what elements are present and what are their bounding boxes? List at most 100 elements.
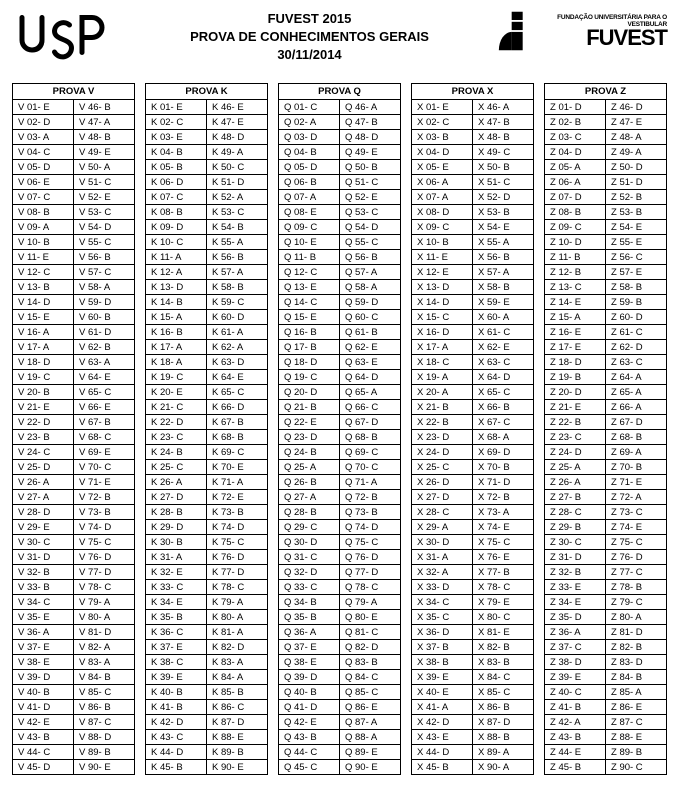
table-row: Z 28- CZ 73- C <box>545 505 667 520</box>
answer-cell: X 41- A <box>412 700 473 715</box>
table-row: K 43- CK 88- E <box>146 730 268 745</box>
answer-cell: X 44- D <box>412 745 473 760</box>
table-row: Z 08- BZ 53- B <box>545 205 667 220</box>
answer-cell: X 16- D <box>412 325 473 340</box>
answer-cell: V 70- C <box>74 460 135 475</box>
answer-cell: K 33- C <box>146 580 207 595</box>
answer-cell: Q 49- E <box>340 145 401 160</box>
answer-cell: Z 65- A <box>606 385 667 400</box>
table-row: K 38- CK 83- A <box>146 655 268 670</box>
table-row: Z 44- EZ 89- B <box>545 745 667 760</box>
table-row: X 19- AX 64- D <box>412 370 534 385</box>
table-row: Q 08- EQ 53- C <box>279 205 401 220</box>
answer-cell: Q 62- E <box>340 340 401 355</box>
answer-cell: Z 62- D <box>606 340 667 355</box>
table-row: X 31- AX 76- E <box>412 550 534 565</box>
answer-cell: Q 01- C <box>279 100 340 115</box>
answer-cell: X 75- C <box>473 535 534 550</box>
answer-cell: X 71- D <box>473 475 534 490</box>
answer-cell: X 76- E <box>473 550 534 565</box>
answer-cell: K 04- B <box>146 145 207 160</box>
table-row: Q 33- CQ 78- C <box>279 580 401 595</box>
answer-cell: Z 87- C <box>606 715 667 730</box>
table-row: K 42- DK 87- D <box>146 715 268 730</box>
answer-cell: X 32- A <box>412 565 473 580</box>
answer-cell: X 74- E <box>473 520 534 535</box>
answer-cell: X 55- A <box>473 235 534 250</box>
answer-cell: X 11- E <box>412 250 473 265</box>
answer-cell: X 53- B <box>473 205 534 220</box>
table-row: Q 39- DQ 84- C <box>279 670 401 685</box>
answer-cell: Z 72- A <box>606 490 667 505</box>
answer-cell: K 50- C <box>207 160 268 175</box>
answer-cell: V 29- E <box>13 520 74 535</box>
answer-cell: K 65- C <box>207 385 268 400</box>
answer-cell: V 40- B <box>13 685 74 700</box>
answer-cell: V 69- E <box>74 445 135 460</box>
answer-cell: X 28- C <box>412 505 473 520</box>
table-row: Z 41- BZ 86- E <box>545 700 667 715</box>
table-row: Q 18- DQ 63- E <box>279 355 401 370</box>
answer-cell: V 05- D <box>13 160 74 175</box>
answer-cell: Q 31- C <box>279 550 340 565</box>
answer-cell: Z 34- E <box>545 595 606 610</box>
prova-table-k: PROVA KK 01- EK 46- EK 02- CK 47- EK 03-… <box>145 83 268 775</box>
answer-cell: X 63- C <box>473 355 534 370</box>
answer-cell: Q 40- B <box>279 685 340 700</box>
prova-title: PROVA K <box>146 84 268 100</box>
answer-cell: V 18- D <box>13 355 74 370</box>
answer-cell: Z 82- B <box>606 640 667 655</box>
table-row: V 44- CV 89- B <box>13 745 135 760</box>
table-row: X 02- CX 47- B <box>412 115 534 130</box>
answer-cell: K 57- A <box>207 265 268 280</box>
table-row: K 02- CK 47- E <box>146 115 268 130</box>
answer-cell: Z 83- D <box>606 655 667 670</box>
table-row: X 24- DX 69- D <box>412 445 534 460</box>
answer-cell: X 31- A <box>412 550 473 565</box>
answer-cell: Z 11- B <box>545 250 606 265</box>
answer-cell: K 62- A <box>207 340 268 355</box>
answer-cell: Z 71- E <box>606 475 667 490</box>
answer-cell: V 53- C <box>74 205 135 220</box>
answer-cell: Q 25- A <box>279 460 340 475</box>
answer-cell: Z 38- D <box>545 655 606 670</box>
answer-cell: K 90- E <box>207 760 268 775</box>
table-row: Z 34- EZ 79- C <box>545 595 667 610</box>
table-row: K 21- CK 66- D <box>146 400 268 415</box>
answer-cell: X 04- D <box>412 145 473 160</box>
answer-cell: Z 02- B <box>545 115 606 130</box>
answer-cell: Z 15- A <box>545 310 606 325</box>
answer-cell: V 22- D <box>13 415 74 430</box>
table-row: K 35- BK 80- A <box>146 610 268 625</box>
table-row: X 12- EX 57- A <box>412 265 534 280</box>
table-row: Z 05- AZ 50- D <box>545 160 667 175</box>
answer-cell: K 14- B <box>146 295 207 310</box>
answer-cell: Z 03- C <box>545 130 606 145</box>
answer-cell: K 76- D <box>207 550 268 565</box>
table-row: V 20- BV 65- C <box>13 385 135 400</box>
table-row: V 45- DV 90- E <box>13 760 135 775</box>
answer-cell: V 59- D <box>74 295 135 310</box>
table-row: Q 42- EQ 87- A <box>279 715 401 730</box>
table-row: Q 10- EQ 55- C <box>279 235 401 250</box>
answer-cell: X 51- C <box>473 175 534 190</box>
answer-cell: X 43- E <box>412 730 473 745</box>
table-row: V 19- CV 64- E <box>13 370 135 385</box>
table-row: X 10- BX 55- A <box>412 235 534 250</box>
answer-cell: X 60- A <box>473 310 534 325</box>
answer-cell: K 29- D <box>146 520 207 535</box>
table-row: V 25- DV 70- C <box>13 460 135 475</box>
answer-cell: X 29- A <box>412 520 473 535</box>
table-row: Q 43- BQ 88- A <box>279 730 401 745</box>
answer-cell: Z 26- A <box>545 475 606 490</box>
answer-cell: K 01- E <box>146 100 207 115</box>
answer-cell: V 50- A <box>74 160 135 175</box>
answer-cell: K 13- D <box>146 280 207 295</box>
answer-cell: V 30- C <box>13 535 74 550</box>
table-row: K 05- BK 50- C <box>146 160 268 175</box>
table-row: V 29- EV 74- D <box>13 520 135 535</box>
answer-cell: V 36- A <box>13 625 74 640</box>
answer-cell: V 58- A <box>74 280 135 295</box>
table-row: K 39- EK 84- A <box>146 670 268 685</box>
answer-cell: V 48- B <box>74 130 135 145</box>
